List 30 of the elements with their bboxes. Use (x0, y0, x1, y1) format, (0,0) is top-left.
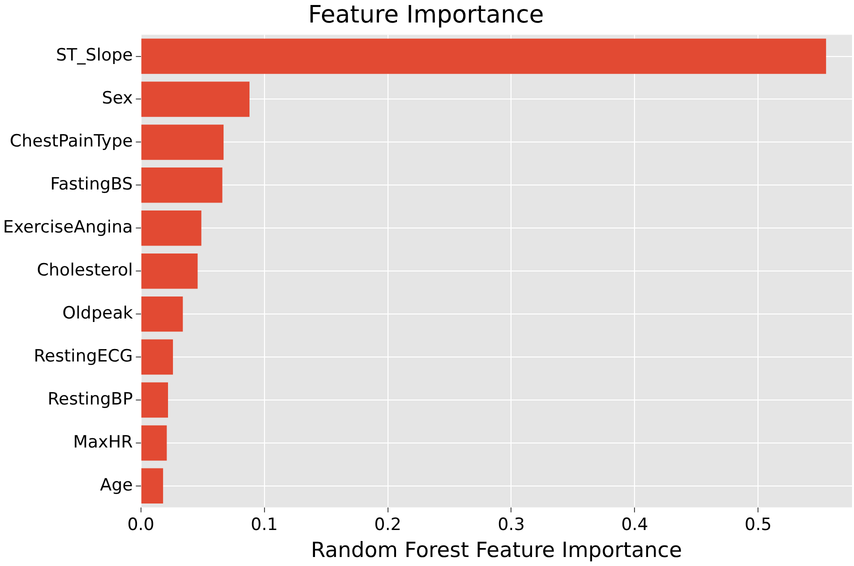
bar (141, 124, 224, 160)
x-tick-label: 0.2 (374, 515, 402, 536)
bar (141, 468, 164, 504)
y-tick-label: ChestPainType (10, 132, 133, 152)
bar (141, 38, 826, 74)
bar (141, 339, 173, 375)
y-tick-label: RestingECG (34, 346, 133, 366)
bar (141, 382, 168, 418)
y-tick-label: Oldpeak (62, 303, 133, 324)
x-tick-label: 0.1 (250, 515, 278, 536)
x-tick-label: 0.4 (621, 515, 648, 536)
chart-title: Feature Importance (308, 0, 544, 29)
y-tick-label: Sex (102, 88, 133, 109)
y-tick-label: RestingBP (48, 389, 133, 410)
bar (141, 253, 198, 289)
y-tick-label: Cholesterol (36, 260, 133, 281)
x-tick-label: 0.0 (127, 515, 154, 536)
y-tick-label: ExerciseAngina (2, 218, 133, 238)
y-tick-label: FastingBS (50, 174, 133, 195)
bar (141, 210, 202, 246)
bar (141, 425, 167, 461)
x-axis-title: Random Forest Feature Importance (310, 538, 682, 562)
bar (141, 296, 183, 332)
y-tick-label: Age (100, 475, 133, 496)
y-tick-label: MaxHR (73, 432, 134, 452)
bar (141, 82, 250, 117)
bar (141, 168, 222, 203)
x-tick-label: 0.5 (744, 515, 772, 536)
y-tick-label: ST_Slope (56, 46, 133, 66)
x-tick-label: 0.3 (498, 515, 525, 536)
